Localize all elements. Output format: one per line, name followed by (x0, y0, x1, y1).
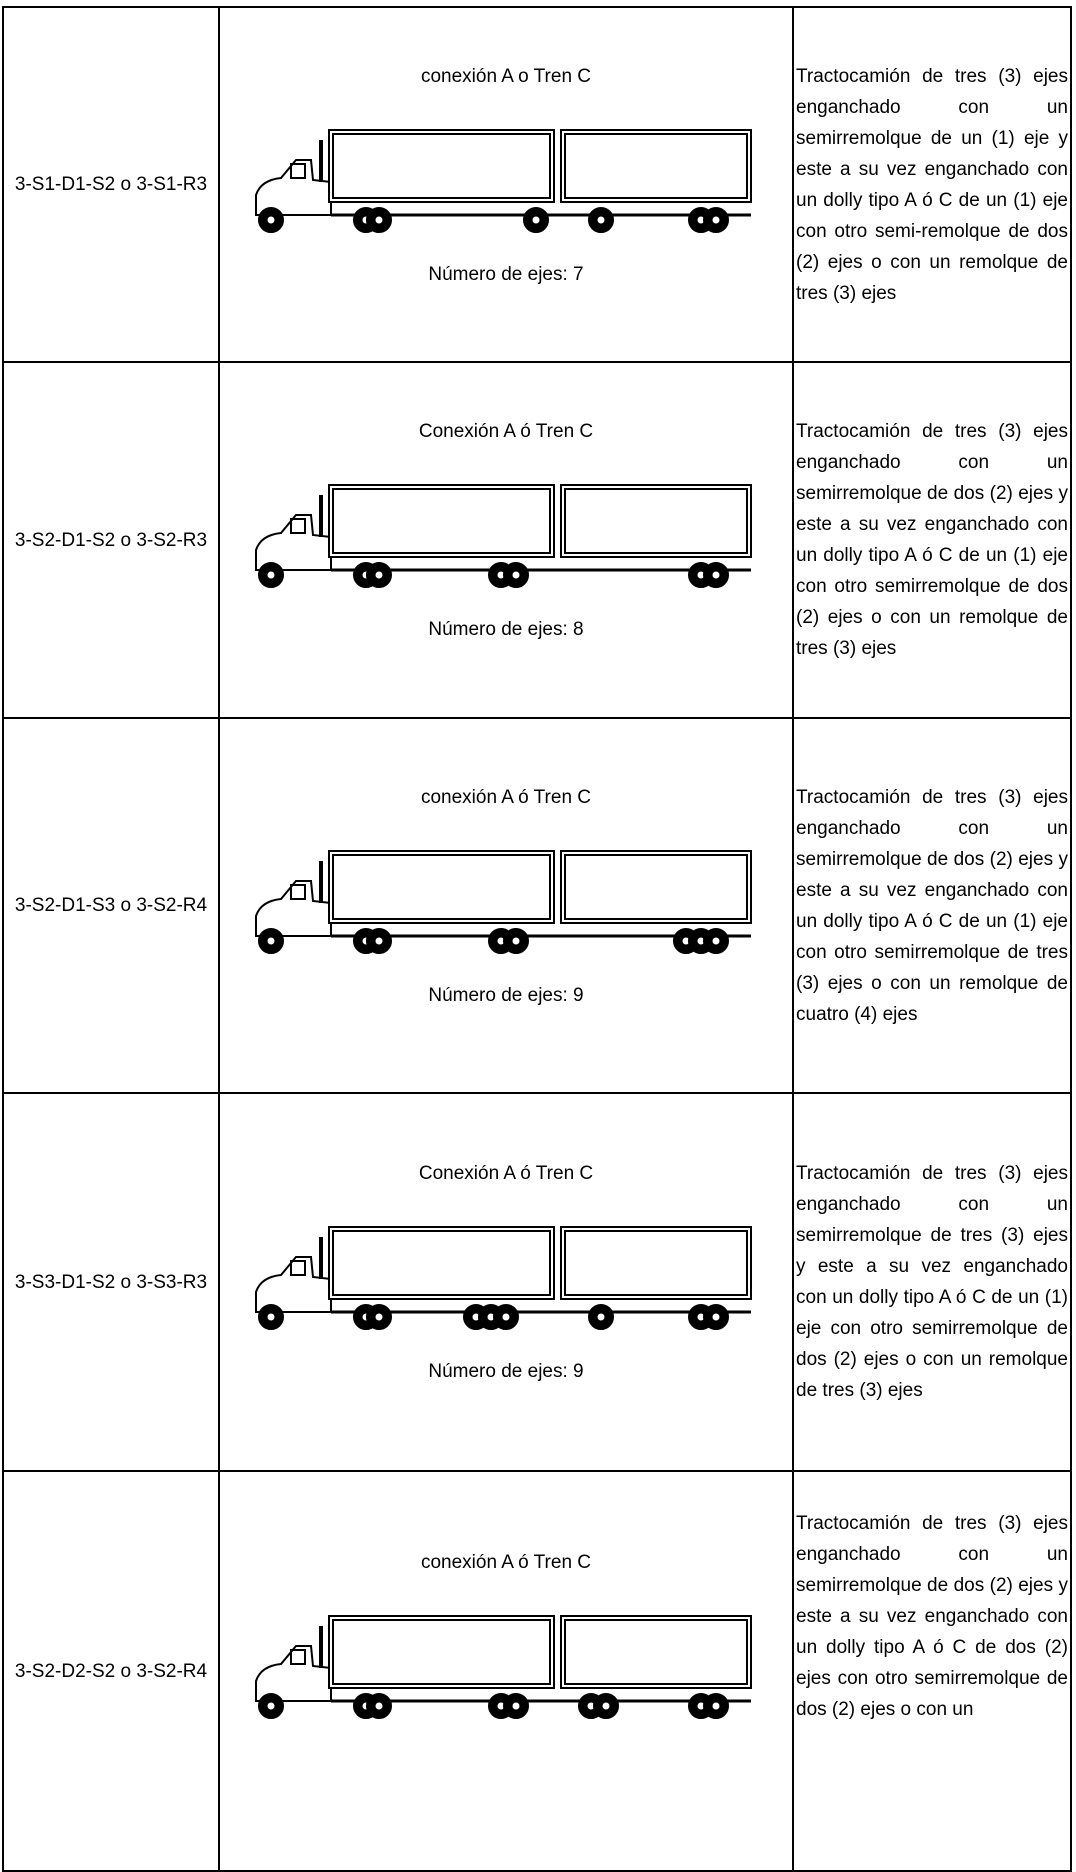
truck-part (711, 1312, 721, 1322)
vehicle-illustration-cell: conexión A ó Tren C Número de ejes: 9 (218, 717, 794, 1094)
truck-part (290, 1649, 306, 1665)
truck-part (332, 132, 551, 199)
truck-part (374, 1701, 384, 1711)
connection-label: conexión A o Tren C (420, 65, 592, 87)
table-row: 3-S1-D1-S2 o 3-S1-R3 conexión A o Tren C N… (2, 6, 1072, 363)
vehicle-description: Tractocamión de tres (3) ejes enganchado… (792, 1092, 1072, 1472)
connection-label: conexión A ó Tren C (420, 786, 592, 808)
vehicle-code: 3-S2-D1-S3 o 3-S2-R4 (2, 717, 220, 1094)
truck-part (328, 484, 555, 558)
truck-part (374, 570, 384, 580)
vehicle-description: Tractocamión de tres (3) ejes enganchado… (792, 6, 1072, 363)
truck-part (290, 162, 306, 179)
vehicle-illustration-cell: Conexión A ó Tren C Número de ejes: 9 (218, 1092, 794, 1472)
truck-part (332, 1230, 551, 1296)
table-row: 3-S3-D1-S2 o 3-S3-R3 Conexión A ó Tren C N… (2, 1092, 1072, 1472)
truck-part (290, 1260, 306, 1276)
vehicle-table: 3-S1-D1-S2 o 3-S1-R3 conexión A o Tren C N… (2, 6, 1072, 1872)
truck-part (711, 570, 721, 580)
truck-part (328, 128, 555, 203)
axles-label: Número de ejes: 9 (428, 984, 584, 1006)
truck-part (255, 1256, 332, 1313)
connection-label: conexión A ó Tren C (420, 1552, 592, 1573)
truck-part (255, 879, 332, 937)
truck-part (564, 132, 748, 199)
truck-part (596, 1312, 606, 1322)
truck-part (328, 849, 555, 924)
vehicle-description: Tractocamión de tres (3) ejes enganchado… (792, 717, 1072, 1094)
truck-part (560, 128, 752, 203)
truck-part (266, 936, 276, 945)
truck-part (564, 1230, 748, 1296)
truck-part (332, 1619, 551, 1685)
truck-part (560, 849, 752, 924)
table-row: 3-S2-D1-S3 o 3-S2-R4 conexión A ó Tren C N… (2, 717, 1072, 1094)
truck-illustration (255, 849, 752, 954)
truck-part (266, 1701, 276, 1711)
connection-label: Conexión A ó Tren C (418, 1163, 594, 1184)
vehicle-description: Tractocamión de tres (3) ejes enganchado… (792, 1470, 1072, 1872)
truck-part (560, 1615, 752, 1689)
truck-part (255, 1645, 332, 1702)
axles-label (220, 1750, 792, 1790)
truck-part (255, 514, 332, 571)
table-row: 3-S2-D2-S2 o 3-S2-R4 conexión A ó Tren C T… (2, 1470, 1072, 1872)
truck-part (332, 488, 551, 554)
truck-illustration (255, 128, 752, 233)
vehicle-illustration-cell: conexión A ó Tren C (218, 1470, 794, 1872)
truck-part (711, 215, 721, 224)
truck-part (328, 1226, 555, 1300)
truck-part (332, 853, 551, 920)
truck-illustration (255, 484, 752, 588)
vehicle-illustration-cell: conexión A o Tren C Número de ejes: 7 (218, 6, 794, 363)
truck-part (564, 488, 748, 554)
truck-part (374, 936, 384, 945)
vehicle-illustration-cell: Conexión A ó Tren C Número de ejes: 8 (218, 361, 794, 719)
vehicle-code: 3-S2-D1-S2 o 3-S2-R3 (2, 361, 220, 719)
truck-part (511, 1701, 521, 1711)
truck-part (511, 936, 521, 945)
vehicle-code: 3-S3-D1-S2 o 3-S3-R3 (2, 1092, 220, 1472)
truck-illustration (255, 1615, 752, 1719)
truck-part (596, 215, 606, 224)
truck-part (255, 158, 332, 216)
truck-part (266, 215, 276, 224)
truck-part (290, 883, 306, 900)
truck-illustration (255, 1226, 752, 1330)
vehicle-code: 3-S1-D1-S2 o 3-S1-R3 (2, 6, 220, 363)
truck-part (511, 570, 521, 580)
vehicle-code: 3-S2-D2-S2 o 3-S2-R4 (2, 1470, 220, 1872)
truck-part (711, 936, 721, 945)
truck-part (501, 1312, 511, 1322)
truck-part (374, 1312, 384, 1322)
truck-part (560, 484, 752, 558)
truck-part (564, 853, 748, 920)
connection-label: Conexión A ó Tren C (418, 421, 594, 442)
axles-label: Número de ejes: 7 (428, 263, 584, 285)
truck-part (290, 518, 306, 534)
axles-label: Número de ejes: 8 (428, 619, 584, 640)
truck-part (266, 570, 276, 580)
truck-part (560, 1226, 752, 1300)
truck-part (711, 1701, 721, 1711)
truck-part (601, 1701, 611, 1711)
table-row: 3-S2-D1-S2 o 3-S2-R3 Conexión A ó Tren C N… (2, 361, 1072, 719)
truck-part (564, 1619, 748, 1685)
axles-label: Número de ejes: 9 (428, 1361, 584, 1382)
truck-part (531, 215, 541, 224)
truck-part (266, 1312, 276, 1322)
truck-part (328, 1615, 555, 1689)
truck-part (374, 215, 384, 224)
vehicle-description: Tractocamión de tres (3) ejes enganchado… (792, 361, 1072, 719)
